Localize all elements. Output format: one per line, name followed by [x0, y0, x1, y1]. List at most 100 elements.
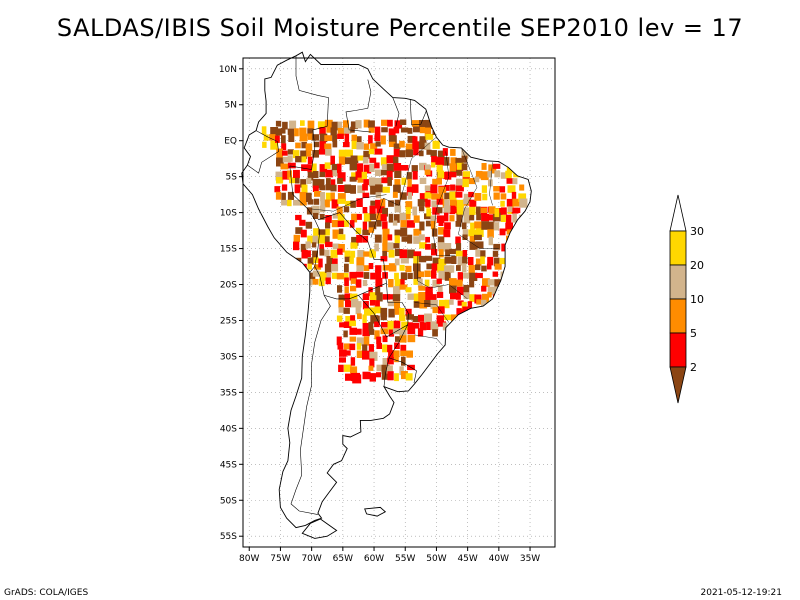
percentile-cell: [337, 220, 346, 227]
percentile-cell: [425, 134, 434, 140]
percentile-cell: [476, 214, 482, 221]
lat-tick-label: 20S: [220, 281, 237, 291]
percentile-cell: [380, 328, 389, 335]
percentile-cell: [512, 178, 518, 185]
percentile-cell: [432, 279, 440, 287]
percentile-cell: [456, 243, 462, 251]
percentile-cell: [349, 271, 357, 281]
percentile-cell: [356, 257, 365, 267]
percentile-cell: [306, 150, 312, 157]
percentile-cell: [331, 163, 338, 172]
percentile-cell: [287, 149, 294, 155]
percentile-cell: [361, 171, 367, 179]
percentile-cell: [362, 192, 370, 198]
percentile-cell: [325, 149, 332, 156]
percentile-cell: [387, 177, 392, 186]
percentile-cell: [443, 243, 452, 252]
percentile-cell: [494, 170, 501, 178]
percentile-cell: [368, 227, 374, 233]
percentile-cell: [443, 206, 451, 213]
percentile-cell: [301, 156, 307, 163]
percentile-cell: [319, 171, 326, 178]
percentile-cell: [363, 179, 371, 186]
percentile-cell: [343, 321, 352, 328]
percentile-cell: [482, 328, 488, 336]
percentile-cell: [375, 300, 380, 308]
percentile-cell: [332, 243, 340, 250]
percentile-cell: [388, 308, 395, 318]
percentile-cell: [381, 127, 388, 133]
percentile-cell: [476, 206, 481, 215]
percentile-cell: [307, 120, 315, 130]
percentile-cell: [300, 243, 307, 252]
percentile-cell: [355, 307, 361, 315]
percentile-cell: [307, 128, 314, 137]
percentile-cell: [330, 192, 335, 201]
percentile-cell: [512, 213, 517, 223]
percentile-cell: [363, 164, 372, 174]
percentile-cell: [463, 272, 471, 279]
percentile-cell: [450, 199, 458, 207]
percentile-cell: [436, 215, 445, 223]
percentile-cell: [350, 278, 357, 284]
percentile-cell: [412, 136, 418, 142]
percentile-cell: [400, 220, 407, 228]
percentile-cell: [475, 228, 484, 237]
country-border: [345, 79, 372, 133]
percentile-cell: [362, 371, 371, 380]
percentile-cell: [401, 321, 410, 331]
percentile-cell: [468, 265, 475, 274]
percentile-cell: [355, 328, 362, 335]
percentile-cell: [469, 294, 477, 302]
percentile-cell: [486, 263, 492, 270]
percentile-cell: [500, 172, 509, 179]
percentile-cell: [362, 344, 368, 352]
percentile-cell: [419, 300, 428, 309]
percentile-cell: [313, 212, 319, 219]
percentile-cell: [399, 264, 405, 271]
percentile-cell: [519, 198, 528, 208]
percentile-cell: [518, 257, 526, 264]
percentile-cell: [368, 120, 375, 129]
lat-tick-label: EQ: [224, 137, 237, 147]
percentile-cell: [355, 301, 362, 308]
percentile-cell: [486, 329, 493, 335]
percentile-cell: [370, 200, 379, 206]
state-border: [458, 234, 499, 249]
percentile-cell: [492, 271, 499, 277]
percentile-cell: [295, 227, 303, 234]
colorbar-label: 2: [690, 361, 697, 374]
percentile-cell: [457, 256, 464, 266]
percentile-cell: [282, 150, 288, 156]
percentile-cell: [270, 127, 279, 137]
percentile-cell: [301, 142, 307, 149]
percentile-cell: [288, 133, 295, 142]
percentile-cell: [449, 191, 457, 201]
percentile-cell: [436, 164, 443, 172]
percentile-cell: [306, 207, 315, 215]
percentile-cell: [300, 120, 305, 126]
percentile-cell: [437, 150, 445, 159]
percentile-cell: [418, 285, 426, 291]
percentile-cell: [401, 356, 406, 366]
lat-tick-label: 45S: [220, 460, 237, 470]
percentile-cell: [474, 234, 482, 241]
percentile-cell: [350, 155, 359, 163]
percentile-cell: [436, 315, 444, 324]
percentile-cell: [393, 163, 402, 171]
percentile-cell: [344, 220, 349, 227]
percentile-cell: [480, 207, 487, 213]
percentile-cell: [432, 329, 438, 337]
percentile-cell: [451, 314, 458, 322]
percentile-cell: [425, 164, 430, 174]
percentile-cell: [370, 185, 376, 195]
percentile-cell: [457, 272, 463, 282]
percentile-cell: [512, 207, 521, 213]
percentile-cell: [337, 163, 342, 173]
percentile-cell: [468, 257, 474, 265]
percentile-cell: [331, 220, 339, 228]
percentile-cell: [418, 206, 425, 212]
percentile-cell: [325, 215, 332, 223]
percentile-cell: [475, 258, 482, 266]
percentile-cell: [380, 198, 386, 208]
